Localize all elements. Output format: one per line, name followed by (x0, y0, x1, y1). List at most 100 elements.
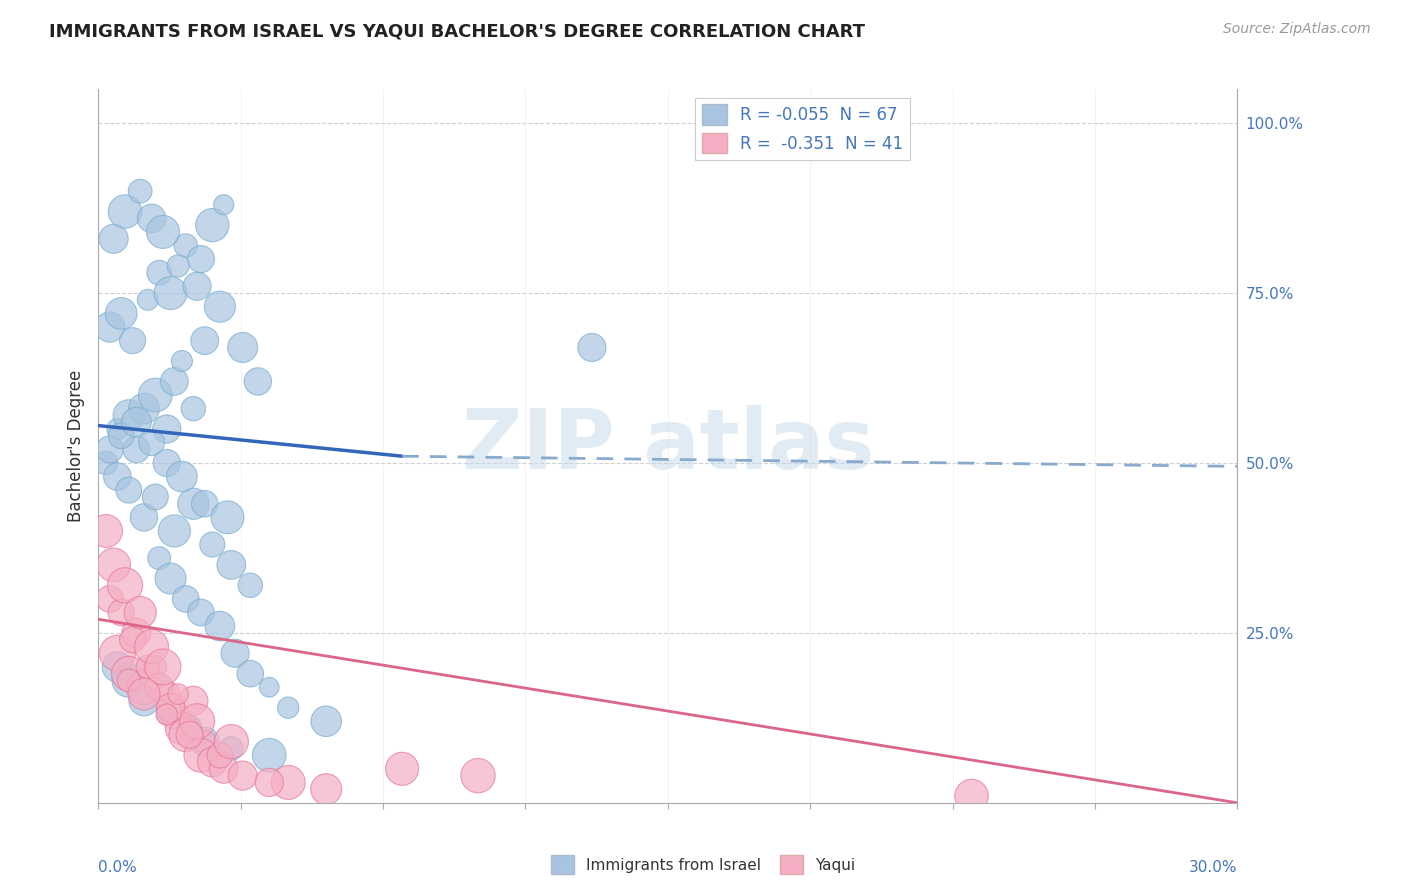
Point (132, 687, 155, 701)
Point (152, 225, 174, 239)
Point (107, 660, 129, 674)
Point (212, 762, 235, 776)
Point (107, 422, 129, 436)
Point (159, 572, 181, 586)
Point (118, 673, 141, 688)
Point (201, 537, 224, 551)
Text: IMMIGRANTS FROM ISRAEL VS YAQUI BACHELOR'S DEGREE CORRELATION CHART: IMMIGRANTS FROM ISRAEL VS YAQUI BACHELOR… (49, 22, 865, 40)
Point (259, 775, 281, 789)
Point (179, 721, 201, 735)
Point (259, 748, 281, 763)
Text: Source: ZipAtlas.com: Source: ZipAtlas.com (1223, 22, 1371, 37)
Point (156, 687, 179, 701)
Point (232, 769, 254, 783)
Point (208, 748, 231, 763)
Point (239, 666, 262, 681)
Point (114, 204, 136, 219)
Point (132, 694, 155, 708)
Point (159, 700, 181, 714)
Point (277, 700, 299, 714)
Point (156, 456, 179, 470)
Point (118, 673, 141, 688)
Point (208, 619, 231, 633)
Point (103, 232, 125, 246)
Point (201, 218, 224, 232)
Point (98, 442, 121, 457)
Point (110, 606, 132, 620)
Point (163, 524, 186, 538)
Point (208, 300, 231, 314)
Legend: R = -0.055  N = 67, R =  -0.351  N = 41: R = -0.055 N = 67, R = -0.351 N = 41 (696, 97, 910, 160)
Point (132, 680, 155, 694)
Point (125, 442, 148, 457)
Point (145, 490, 167, 504)
Point (107, 469, 129, 483)
Text: 30.0%: 30.0% (1189, 860, 1237, 875)
Point (163, 707, 186, 722)
Point (103, 558, 125, 572)
Y-axis label: Bachelor's Degree: Bachelor's Degree (66, 370, 84, 522)
Point (94, 456, 117, 470)
Point (141, 211, 163, 226)
Point (186, 714, 208, 729)
Point (194, 334, 217, 348)
Point (156, 422, 179, 436)
Point (315, 782, 337, 797)
Point (190, 748, 212, 763)
Point (170, 721, 193, 735)
Point (221, 741, 243, 756)
Point (183, 401, 205, 416)
Point (277, 775, 299, 789)
Point (246, 375, 269, 389)
Point (114, 578, 136, 592)
Point (118, 409, 141, 423)
Text: 0.0%: 0.0% (98, 860, 138, 875)
Point (170, 469, 193, 483)
Point (125, 415, 148, 429)
Point (174, 591, 197, 606)
Point (170, 354, 193, 368)
Point (183, 694, 205, 708)
Point (136, 293, 159, 307)
Point (145, 388, 167, 402)
Point (152, 660, 174, 674)
Point (94, 524, 117, 538)
Point (259, 680, 281, 694)
Point (194, 734, 217, 748)
Point (159, 286, 181, 301)
Point (221, 558, 243, 572)
Point (194, 497, 217, 511)
Point (107, 646, 129, 660)
Point (129, 606, 152, 620)
Point (110, 429, 132, 443)
Point (174, 238, 197, 252)
Point (232, 341, 254, 355)
Point (132, 401, 155, 416)
Point (224, 646, 246, 660)
Point (183, 497, 205, 511)
Point (179, 728, 201, 742)
Point (148, 680, 170, 694)
Point (136, 660, 159, 674)
Point (98, 591, 121, 606)
Point (132, 510, 155, 524)
Point (156, 707, 179, 722)
Point (201, 755, 224, 769)
Point (125, 626, 148, 640)
Point (467, 769, 489, 783)
Point (121, 632, 143, 647)
Point (581, 341, 603, 355)
Point (391, 762, 413, 776)
Text: ZIP atlas: ZIP atlas (461, 406, 875, 486)
Point (118, 483, 141, 498)
Point (174, 728, 197, 742)
Point (163, 375, 186, 389)
Legend: Immigrants from Israel, Yaqui: Immigrants from Israel, Yaqui (546, 849, 860, 880)
Point (190, 606, 212, 620)
Point (110, 306, 132, 320)
Point (239, 578, 262, 592)
Point (148, 551, 170, 566)
Point (156, 707, 179, 722)
Point (315, 714, 337, 729)
Point (212, 198, 235, 212)
